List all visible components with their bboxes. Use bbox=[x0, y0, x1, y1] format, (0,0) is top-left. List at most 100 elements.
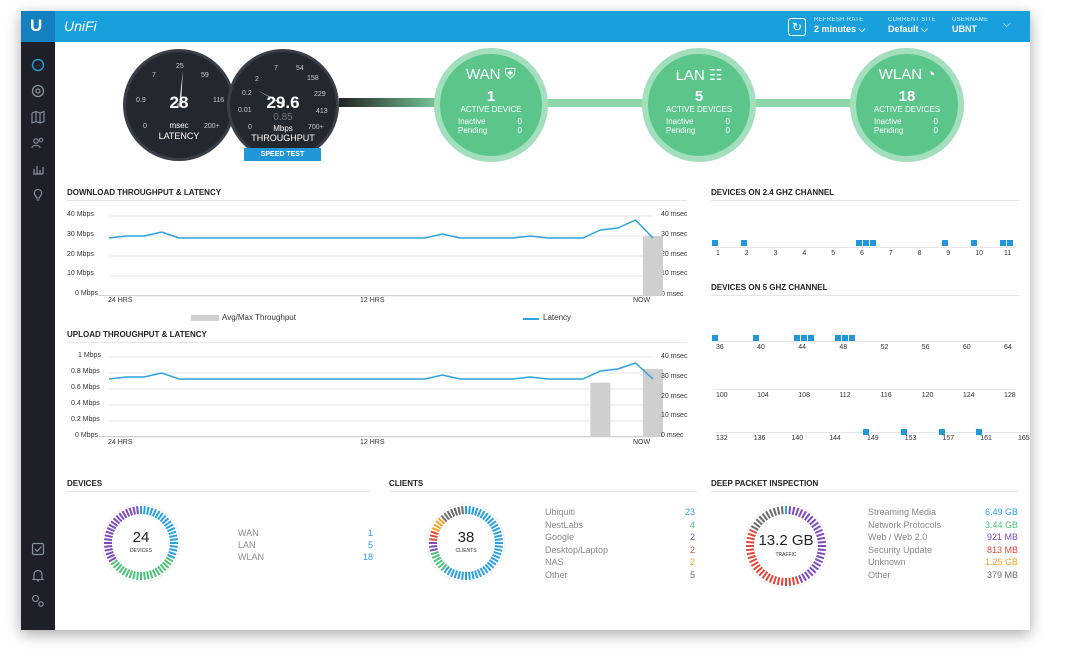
list-item[interactable]: Streaming Media 6.49 GB bbox=[868, 507, 1018, 517]
user-chevron-down-icon[interactable]: ⌵ bbox=[1003, 19, 1011, 30]
list-item-name: Desktop/Laptop bbox=[545, 544, 609, 555]
ring-tick bbox=[112, 517, 121, 525]
list-item[interactable]: NAS 2 bbox=[545, 557, 695, 567]
ring-tick bbox=[811, 564, 819, 571]
channel-label: 157 bbox=[942, 435, 955, 442]
channel-device-marker[interactable] bbox=[938, 429, 945, 435]
throughput-bar bbox=[116, 436, 137, 437]
legend-throughput-label: Avg/Max Throughput bbox=[222, 313, 296, 322]
gauge-tick: 229 bbox=[314, 91, 326, 98]
list-item[interactable]: Other 379 MB bbox=[868, 570, 1018, 580]
channel-label: 116 bbox=[880, 392, 892, 399]
list-item[interactable]: Desktop/Laptop 2 bbox=[545, 545, 695, 555]
ring-tick bbox=[817, 536, 826, 541]
channel-device-marker[interactable] bbox=[863, 240, 869, 246]
ring-tick bbox=[772, 507, 778, 516]
lan-pending-label: Pending bbox=[666, 126, 696, 135]
channel-device-marker[interactable] bbox=[808, 335, 815, 341]
throughput-bar bbox=[274, 436, 295, 437]
lan-status-circle[interactable]: LAN ☷ 5 ACTIVE DEVICES Inactive 0 Pending… bbox=[642, 48, 756, 162]
channel-device-marker[interactable] bbox=[863, 429, 869, 435]
throughput-bar bbox=[397, 436, 418, 437]
list-item[interactable]: Security Update 813 MB bbox=[868, 545, 1018, 555]
list-item[interactable]: Other 5 bbox=[545, 570, 695, 580]
y2-tick-label: 30 msec bbox=[661, 231, 688, 238]
x-tick-label: 12 HRS bbox=[360, 439, 385, 446]
wan-inactive-value: 0 bbox=[517, 117, 522, 126]
y2-tick-label: 40 msec bbox=[661, 353, 688, 360]
insights-icon[interactable] bbox=[31, 162, 45, 176]
channel-device-marker[interactable] bbox=[712, 240, 718, 246]
refresh-rate-selector[interactable]: REFRESH RATE 2 minutes ⌵ bbox=[814, 17, 865, 35]
list-item[interactable]: WAN 1 bbox=[238, 528, 373, 538]
ring-tick bbox=[169, 534, 178, 538]
channel-device-marker[interactable] bbox=[900, 429, 907, 435]
ubiquiti-logo[interactable]: U bbox=[21, 11, 55, 42]
channel-device-marker[interactable] bbox=[712, 335, 718, 341]
throughput-bar bbox=[643, 369, 663, 437]
wlan-status-circle[interactable]: WLAN ◔ 18 ACTIVE DEVICES Inactive 0 Pendi… bbox=[850, 48, 964, 162]
statistics-icon[interactable] bbox=[31, 84, 45, 98]
y-tick-label: 0 Mbps bbox=[75, 432, 98, 439]
settings-icon[interactable] bbox=[31, 594, 45, 608]
ring-tick bbox=[105, 551, 114, 556]
channel-device-marker[interactable] bbox=[971, 240, 978, 246]
speed-test-button[interactable]: SPEED TEST bbox=[244, 148, 321, 161]
lan-title: LAN bbox=[675, 67, 705, 84]
list-item-name: Security Update bbox=[868, 544, 933, 555]
ring-tick bbox=[747, 532, 756, 538]
dashboard-icon[interactable]: ··· bbox=[31, 58, 45, 72]
ring-tick bbox=[161, 517, 170, 525]
list-item[interactable]: Ubiquiti 23 bbox=[545, 507, 695, 517]
user-menu[interactable]: USERNAME UBNT bbox=[952, 17, 988, 34]
channel-device-marker[interactable] bbox=[856, 240, 862, 246]
channel-device-marker[interactable] bbox=[1007, 240, 1013, 246]
ring-tick bbox=[476, 508, 482, 517]
lan-subtitle: ACTIVE DEVICES bbox=[665, 105, 733, 114]
throughput-bar bbox=[292, 436, 313, 437]
list-item[interactable]: Network Protocols 3.44 GB bbox=[868, 520, 1018, 530]
site-selector[interactable]: CURRENT SITE Default ⌵ bbox=[888, 17, 936, 35]
list-item[interactable]: Web / Web 2.0 921 MB bbox=[868, 532, 1018, 542]
list-item[interactable]: Google 2 bbox=[545, 532, 695, 542]
ring-tick bbox=[115, 563, 123, 572]
channel-axis bbox=[715, 389, 1015, 390]
throughput-bar bbox=[309, 295, 330, 296]
channel-device-marker[interactable] bbox=[794, 335, 801, 341]
devices-total: 24 bbox=[132, 529, 150, 546]
dpi-total-caption: TRAFFIC bbox=[775, 552, 797, 558]
list-item[interactable]: Unknown 1.25 GB bbox=[868, 557, 1018, 567]
list-item[interactable]: LAN 5 bbox=[238, 540, 373, 550]
channel-device-marker[interactable] bbox=[842, 335, 849, 341]
list-item[interactable]: NestLabs 4 bbox=[545, 520, 695, 530]
clients-icon[interactable] bbox=[31, 136, 45, 150]
ring-tick bbox=[435, 520, 444, 527]
bell-icon[interactable] bbox=[31, 568, 45, 582]
wlan-pending-label: Pending bbox=[874, 126, 904, 135]
refresh-icon[interactable]: ↻ bbox=[788, 18, 806, 36]
channel-device-marker[interactable] bbox=[801, 335, 808, 341]
channel-device-marker[interactable] bbox=[976, 429, 983, 435]
channel-device-marker[interactable] bbox=[753, 335, 760, 341]
wan-status-circle[interactable]: WAN ⛨ 1 ACTIVE DEVICE Inactive 0 Pending 0 bbox=[434, 48, 548, 162]
channel-device-marker[interactable] bbox=[870, 240, 876, 246]
throughput-unit: Mbps bbox=[273, 124, 293, 133]
gauge-tick: 7 bbox=[274, 65, 278, 72]
list-item-value: 3.44 GB bbox=[984, 519, 1018, 530]
ring-tick bbox=[154, 567, 161, 576]
channel-device-marker[interactable] bbox=[849, 335, 856, 341]
ring-tick bbox=[163, 520, 172, 527]
channel-device-marker[interactable] bbox=[1000, 240, 1006, 246]
bulb-icon[interactable] bbox=[31, 188, 45, 202]
throughput-bar bbox=[467, 295, 488, 296]
channel-device-marker[interactable] bbox=[740, 240, 747, 246]
ring-outline bbox=[743, 503, 829, 589]
channel-label: 10 bbox=[975, 250, 983, 257]
map-icon[interactable] bbox=[31, 110, 45, 124]
alerts-icon[interactable] bbox=[31, 542, 45, 556]
throughput-bar bbox=[116, 295, 137, 296]
y2-tick-label: 20 msec bbox=[661, 251, 688, 258]
list-item[interactable]: WLAN 18 bbox=[238, 552, 373, 562]
channel-device-marker[interactable] bbox=[942, 240, 949, 246]
channel-device-marker[interactable] bbox=[835, 335, 842, 341]
